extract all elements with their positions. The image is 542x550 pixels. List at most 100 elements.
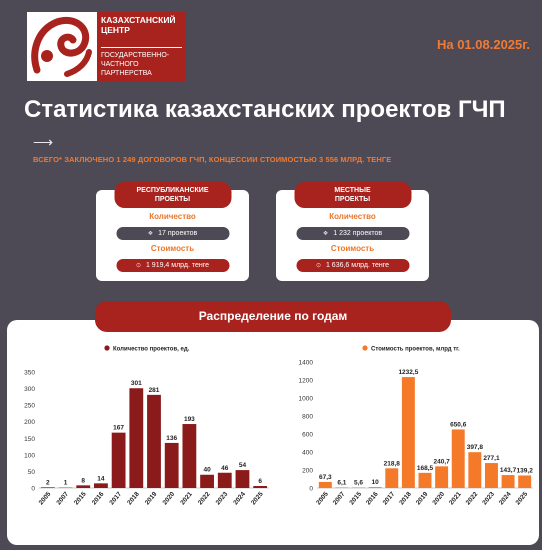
x-tick-label: 2019: [144, 490, 159, 506]
bar: [147, 394, 161, 488]
x-tick-label: 2023: [481, 490, 496, 506]
bar: [164, 442, 179, 488]
bar: [94, 483, 108, 488]
bar: [435, 466, 449, 488]
data-label: 2: [46, 479, 50, 486]
bar: [518, 475, 532, 488]
logo-line2: ГОСУДАРСТВЕННО-ЧАСТНОГО ПАРТНЕРСТВА: [101, 47, 182, 78]
distribution-header: Распределение по годам: [95, 301, 451, 332]
data-label: 650,6: [450, 421, 467, 428]
data-label: 397,8: [467, 444, 484, 451]
data-label: 143,7: [500, 467, 517, 474]
bar: [401, 377, 415, 488]
x-tick-label: 2023: [215, 490, 230, 506]
x-tick-label: 2022: [465, 490, 480, 506]
briefcase-icon: ❖: [322, 231, 329, 237]
bar: [235, 470, 250, 488]
x-tick-label: 2019: [415, 490, 430, 506]
report-date: На 01.08.2025г.: [436, 37, 530, 52]
count-value: 17 проектов: [158, 230, 198, 237]
data-label: 168,5: [417, 465, 434, 472]
x-tick-label: 2018: [398, 490, 413, 506]
x-tick-label: 2017: [108, 490, 123, 506]
data-label: 6: [258, 478, 262, 485]
data-label: 1: [64, 480, 68, 487]
y-tick-label: 800: [302, 414, 313, 421]
x-tick-label: 2020: [162, 490, 177, 506]
y-tick-label: 200: [24, 419, 35, 426]
y-tick-label: 1400: [299, 360, 314, 367]
coin-icon: ⊙: [315, 263, 321, 269]
bar: [217, 472, 232, 488]
bar: [335, 487, 349, 488]
bar: [129, 388, 144, 488]
y-tick-label: 300: [24, 386, 35, 393]
x-tick-label: 2015: [348, 490, 363, 506]
x-tick-label: 2016: [91, 490, 106, 506]
y-tick-label: 150: [24, 436, 35, 443]
bar: [451, 429, 465, 488]
data-label: 281: [149, 387, 160, 394]
y-tick-label: 200: [302, 468, 313, 475]
x-tick-label: 2021: [179, 490, 194, 506]
x-tick-label: 2020: [431, 490, 446, 506]
cost-label: Стоимость: [150, 244, 195, 253]
bar: [76, 485, 91, 488]
bar: [318, 481, 332, 488]
data-label: 8: [81, 477, 85, 484]
data-label: 167: [113, 425, 124, 432]
data-label: 46: [221, 465, 229, 472]
legend-marker: [104, 345, 110, 351]
y-tick-label: 0: [31, 486, 35, 493]
card-title: РЕСПУБЛИКАНСКИЕ ПРОЕКТЫ: [114, 182, 231, 208]
bar: [385, 468, 399, 488]
bar: [468, 452, 482, 488]
bar: [501, 475, 515, 488]
x-tick-label: 2022: [197, 490, 212, 506]
y-tick-label: 1200: [299, 378, 314, 385]
bar: [182, 424, 197, 488]
cost-pill: ⊙ 1 636,6 млрд. тенге: [296, 259, 409, 272]
briefcase-icon: ❖: [147, 231, 154, 237]
data-label: 277,1: [483, 455, 500, 462]
data-label: 54: [239, 462, 247, 469]
y-tick-label: 350: [24, 370, 35, 377]
page-title: Статистика казахстанских проектов ГЧП: [24, 96, 506, 123]
data-label: 136: [166, 435, 177, 442]
data-label: 67,3: [319, 474, 332, 481]
y-tick-label: 250: [24, 403, 35, 410]
y-tick-label: 1000: [299, 396, 314, 403]
data-label: 193: [184, 416, 195, 423]
x-tick-label: 2024: [232, 490, 247, 506]
bar: [200, 474, 214, 488]
y-tick-label: 50: [28, 469, 36, 476]
y-tick-label: 0: [309, 486, 313, 493]
x-tick-label: 2017: [382, 490, 397, 506]
data-label: 10: [372, 479, 380, 486]
bar: [352, 487, 366, 488]
bar: [253, 486, 268, 488]
projects-count-chart: Количество проектов, ед. 0 50 100 150 200 250 3…: [24, 345, 269, 506]
count-value: 1 232 проектов: [333, 230, 383, 237]
x-tick-label: 2005: [38, 490, 53, 506]
x-tick-label: 2018: [126, 490, 141, 506]
bar: [40, 487, 55, 488]
logo: КАЗАХСТАНСКИЙ ЦЕНТР ГОСУДАРСТВЕННО-ЧАСТН…: [27, 12, 186, 81]
logo-line1: КАЗАХСТАНСКИЙ ЦЕНТР: [101, 15, 176, 35]
data-label: 139,2: [517, 467, 534, 474]
data-label: 14: [97, 475, 105, 482]
data-label: 5,6: [354, 479, 363, 486]
x-tick-label: 2024: [498, 490, 513, 506]
y-tick-label: 600: [302, 432, 313, 439]
logo-text: КАЗАХСТАНСКИЙ ЦЕНТР ГОСУДАРСТВЕННО-ЧАСТН…: [97, 12, 186, 81]
local-projects-card: МЕСТНЫЕ ПРОЕКТЫ Количество ❖ 1 232 проек…: [276, 182, 429, 281]
count-pill: ❖ 1 232 проектов: [296, 227, 409, 240]
x-tick-label: 2007: [332, 490, 347, 506]
x-tick-label: 2005: [315, 490, 330, 506]
card-title: МЕСТНЫЕ ПРОЕКТЫ: [294, 182, 411, 208]
x-tick-label: 2007: [55, 490, 70, 506]
legend-label: Количество проектов, ед.: [113, 347, 190, 353]
charts-panel: Количество проектов, ед. 0 50 100 150 200 250 3…: [7, 320, 539, 545]
data-label: 6,1: [337, 479, 346, 486]
cost-pill: ⊙ 1 919,4 млрд. тенге: [116, 259, 229, 272]
